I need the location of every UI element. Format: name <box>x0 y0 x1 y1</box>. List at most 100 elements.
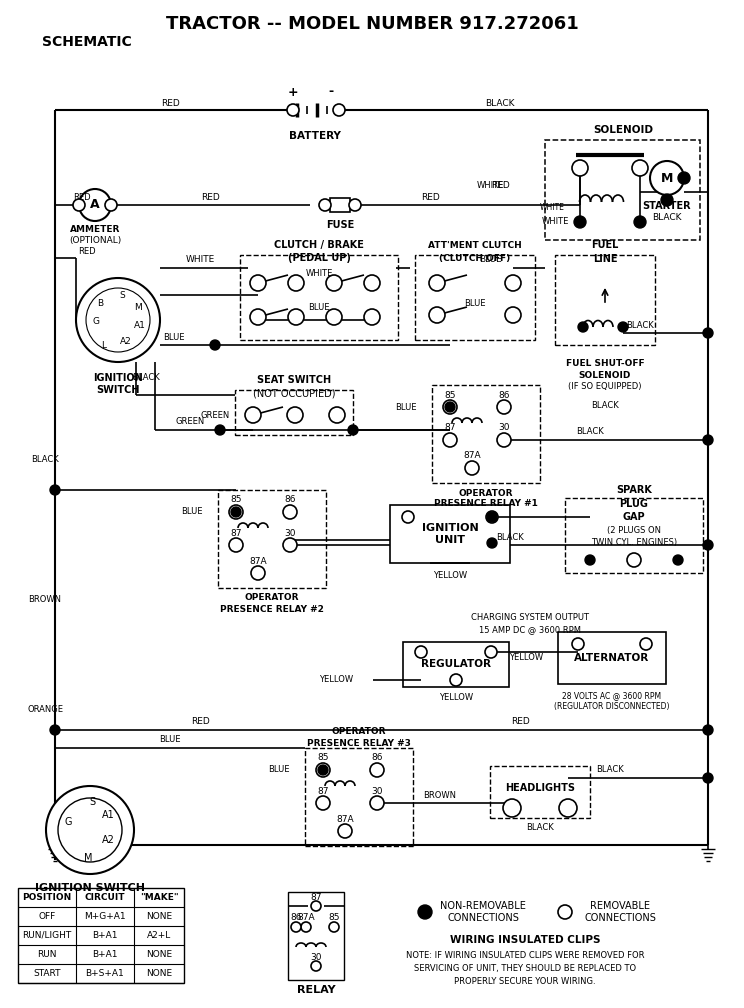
Text: FUSE: FUSE <box>326 220 354 230</box>
Circle shape <box>497 400 511 414</box>
Circle shape <box>73 199 85 211</box>
Text: NONE: NONE <box>146 950 172 959</box>
Circle shape <box>364 309 380 325</box>
Text: A2: A2 <box>102 835 115 845</box>
Text: RED: RED <box>420 194 440 203</box>
Circle shape <box>673 555 683 565</box>
Text: LINE: LINE <box>593 254 618 264</box>
Text: WHITE: WHITE <box>542 218 568 227</box>
Circle shape <box>58 798 122 862</box>
Circle shape <box>86 288 150 352</box>
Circle shape <box>229 538 243 552</box>
Text: BLUE: BLUE <box>164 333 185 342</box>
Text: 87: 87 <box>310 892 321 901</box>
Text: BATTERY: BATTERY <box>289 131 341 141</box>
Text: 30: 30 <box>284 528 296 537</box>
Circle shape <box>316 796 330 810</box>
Bar <box>565 498 703 573</box>
Bar <box>432 385 540 483</box>
Text: POSITION: POSITION <box>22 893 71 902</box>
Text: WHITE: WHITE <box>305 268 333 277</box>
Text: 86: 86 <box>284 496 296 504</box>
Text: BLACK: BLACK <box>485 99 515 108</box>
Text: RELAY: RELAY <box>297 985 336 995</box>
Text: GAP: GAP <box>623 512 645 522</box>
Text: 87: 87 <box>444 423 456 432</box>
Text: STARTER: STARTER <box>643 201 691 211</box>
Circle shape <box>288 275 304 291</box>
Circle shape <box>634 216 646 228</box>
Text: BROWN: BROWN <box>28 596 62 605</box>
Text: FUEL SHUT-OFF: FUEL SHUT-OFF <box>565 359 644 368</box>
Circle shape <box>443 433 457 447</box>
Circle shape <box>283 505 297 519</box>
Text: RUN/LIGHT: RUN/LIGHT <box>22 931 71 940</box>
Circle shape <box>329 407 345 423</box>
Text: CLUTCH / BRAKE: CLUTCH / BRAKE <box>274 240 364 250</box>
Circle shape <box>318 765 328 775</box>
Circle shape <box>229 505 243 519</box>
Text: NON-REMOVABLE
CONNECTIONS: NON-REMOVABLE CONNECTIONS <box>440 901 526 922</box>
Text: BLACK: BLACK <box>31 456 59 465</box>
Circle shape <box>574 216 586 228</box>
Circle shape <box>316 763 330 777</box>
Text: FUEL: FUEL <box>591 240 619 250</box>
Text: REMOVABLE
CONNECTIONS: REMOVABLE CONNECTIONS <box>584 901 656 922</box>
Text: RED: RED <box>78 247 96 255</box>
Bar <box>235 390 353 435</box>
Text: BLACK: BLACK <box>132 374 160 382</box>
Circle shape <box>301 922 311 932</box>
Text: -: - <box>328 86 333 99</box>
Text: 87A: 87A <box>249 556 267 565</box>
Text: (NOT OCCUPIED): (NOT OCCUPIED) <box>253 388 336 398</box>
Text: RED: RED <box>161 99 179 108</box>
Text: PRESENCE RELAY #1: PRESENCE RELAY #1 <box>434 500 538 508</box>
Bar <box>218 490 326 588</box>
Text: BLACK: BLACK <box>496 532 524 541</box>
Circle shape <box>503 799 521 817</box>
Text: SOLENOID: SOLENOID <box>593 125 653 135</box>
Text: 86: 86 <box>371 754 382 762</box>
Circle shape <box>661 194 673 206</box>
Circle shape <box>505 307 521 323</box>
Text: (2 PLUGS ON: (2 PLUGS ON <box>607 526 661 535</box>
Circle shape <box>370 796 384 810</box>
Text: 30: 30 <box>498 423 510 432</box>
Circle shape <box>632 160 648 176</box>
Circle shape <box>250 309 266 325</box>
Circle shape <box>485 646 497 658</box>
Text: BLUE: BLUE <box>269 765 290 774</box>
Bar <box>288 892 344 980</box>
Text: BLUE: BLUE <box>308 302 330 311</box>
Text: B+A1: B+A1 <box>92 950 118 959</box>
Text: "MAKE": "MAKE" <box>140 893 179 902</box>
Text: ATT'MENT CLUTCH: ATT'MENT CLUTCH <box>428 241 522 250</box>
Circle shape <box>572 160 588 176</box>
Text: RED: RED <box>73 194 91 203</box>
Bar <box>555 255 655 345</box>
Circle shape <box>311 961 321 971</box>
Text: 86: 86 <box>498 390 510 399</box>
Text: S: S <box>119 290 125 299</box>
Circle shape <box>703 540 713 550</box>
Text: HEADLIGHTS: HEADLIGHTS <box>505 783 575 793</box>
Text: GREEN: GREEN <box>176 417 205 426</box>
Text: CIRCUIT: CIRCUIT <box>85 893 125 902</box>
Text: M: M <box>661 171 673 184</box>
Text: BLUE: BLUE <box>159 736 181 745</box>
Text: B: B <box>97 299 103 308</box>
Text: B+A1: B+A1 <box>92 931 118 940</box>
Text: BLACK: BLACK <box>526 824 554 833</box>
Text: 30: 30 <box>310 953 321 962</box>
Circle shape <box>450 674 462 686</box>
Text: OFF: OFF <box>39 912 56 921</box>
Circle shape <box>326 309 342 325</box>
Circle shape <box>429 307 445 323</box>
Text: PRESENCE RELAY #2: PRESENCE RELAY #2 <box>220 605 324 614</box>
Circle shape <box>364 275 380 291</box>
Bar <box>240 255 398 340</box>
Text: RED: RED <box>201 194 219 203</box>
Bar <box>330 198 350 212</box>
Text: SPARK: SPARK <box>616 485 652 495</box>
Circle shape <box>465 461 479 475</box>
